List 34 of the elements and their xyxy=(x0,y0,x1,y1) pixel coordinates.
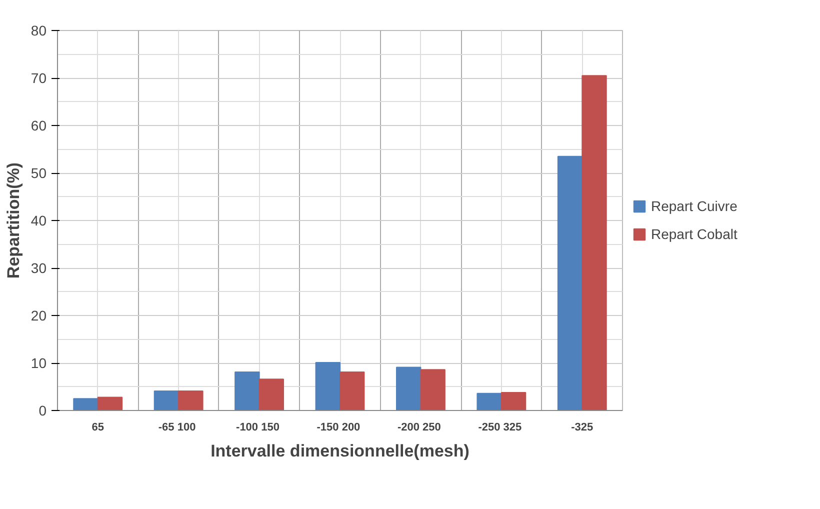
bar xyxy=(500,392,526,410)
x-tick-label: -150 200 xyxy=(316,422,360,434)
y-tick-label: 80 xyxy=(30,22,47,38)
bar xyxy=(396,366,422,410)
bar xyxy=(258,378,284,410)
x-tick-label: -65 100 xyxy=(158,422,196,434)
y-tick-label: 10 xyxy=(30,355,47,371)
y-axis-title: Repartition(%) xyxy=(4,162,23,279)
y-tick-label: 0 xyxy=(38,402,47,418)
bar xyxy=(420,369,446,410)
bar xyxy=(582,75,607,410)
y-tick-label: 30 xyxy=(30,260,47,276)
bar xyxy=(234,372,260,410)
x-tick-label: -250 325 xyxy=(478,422,522,434)
x-axis-title: Intervalle dimensionnelle(mesh) xyxy=(210,442,470,460)
legend-label: Repart Cobalt xyxy=(651,226,738,242)
y-tick-label: 50 xyxy=(30,165,47,181)
bar xyxy=(476,392,502,410)
y-tick-label: 70 xyxy=(30,70,47,86)
bar xyxy=(97,396,123,410)
x-tick-label: 65 xyxy=(92,422,104,434)
bar xyxy=(178,390,204,410)
y-tick-label: 40 xyxy=(30,212,47,228)
x-tick-label: -200 250 xyxy=(397,422,441,434)
x-tick-label: -100 150 xyxy=(236,422,280,434)
bar xyxy=(557,156,583,410)
legend-label: Repart Cuivre xyxy=(651,198,738,214)
bar xyxy=(315,362,340,410)
x-tick-label: -325 xyxy=(571,422,594,434)
y-tick-label: 20 xyxy=(30,308,47,324)
y-tick-label: 60 xyxy=(30,118,47,134)
bar xyxy=(73,398,98,410)
bar xyxy=(340,372,365,410)
bar xyxy=(154,390,180,410)
